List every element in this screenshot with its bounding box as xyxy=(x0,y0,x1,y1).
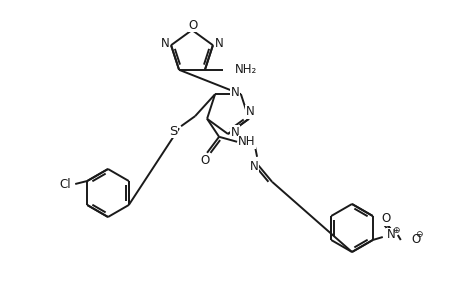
Text: Cl: Cl xyxy=(59,178,71,190)
Text: O: O xyxy=(188,19,197,32)
Text: N: N xyxy=(160,37,169,50)
Text: NH₂: NH₂ xyxy=(235,63,257,76)
Text: NH: NH xyxy=(238,135,255,148)
Text: N: N xyxy=(214,37,223,50)
Text: ⊕: ⊕ xyxy=(391,226,399,236)
Text: N: N xyxy=(245,105,254,118)
Text: O: O xyxy=(381,212,390,226)
Text: O: O xyxy=(411,233,420,247)
Text: N: N xyxy=(386,229,394,242)
Text: S: S xyxy=(168,125,177,138)
Text: O: O xyxy=(200,154,209,167)
Text: N: N xyxy=(230,86,239,99)
Text: N: N xyxy=(249,160,258,173)
Text: ⊖: ⊖ xyxy=(414,230,422,239)
Text: N: N xyxy=(230,125,239,139)
